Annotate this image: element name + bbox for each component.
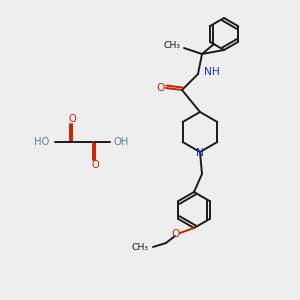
Text: CH₃: CH₃ bbox=[132, 244, 149, 253]
Text: HO: HO bbox=[34, 137, 49, 147]
Text: OH: OH bbox=[113, 137, 128, 147]
Text: CH₃: CH₃ bbox=[163, 41, 180, 50]
Text: N: N bbox=[196, 148, 204, 158]
Text: O: O bbox=[91, 160, 99, 170]
Text: O: O bbox=[157, 83, 165, 93]
Text: NH: NH bbox=[204, 67, 220, 77]
Text: O: O bbox=[172, 229, 180, 239]
Text: O: O bbox=[68, 114, 76, 124]
